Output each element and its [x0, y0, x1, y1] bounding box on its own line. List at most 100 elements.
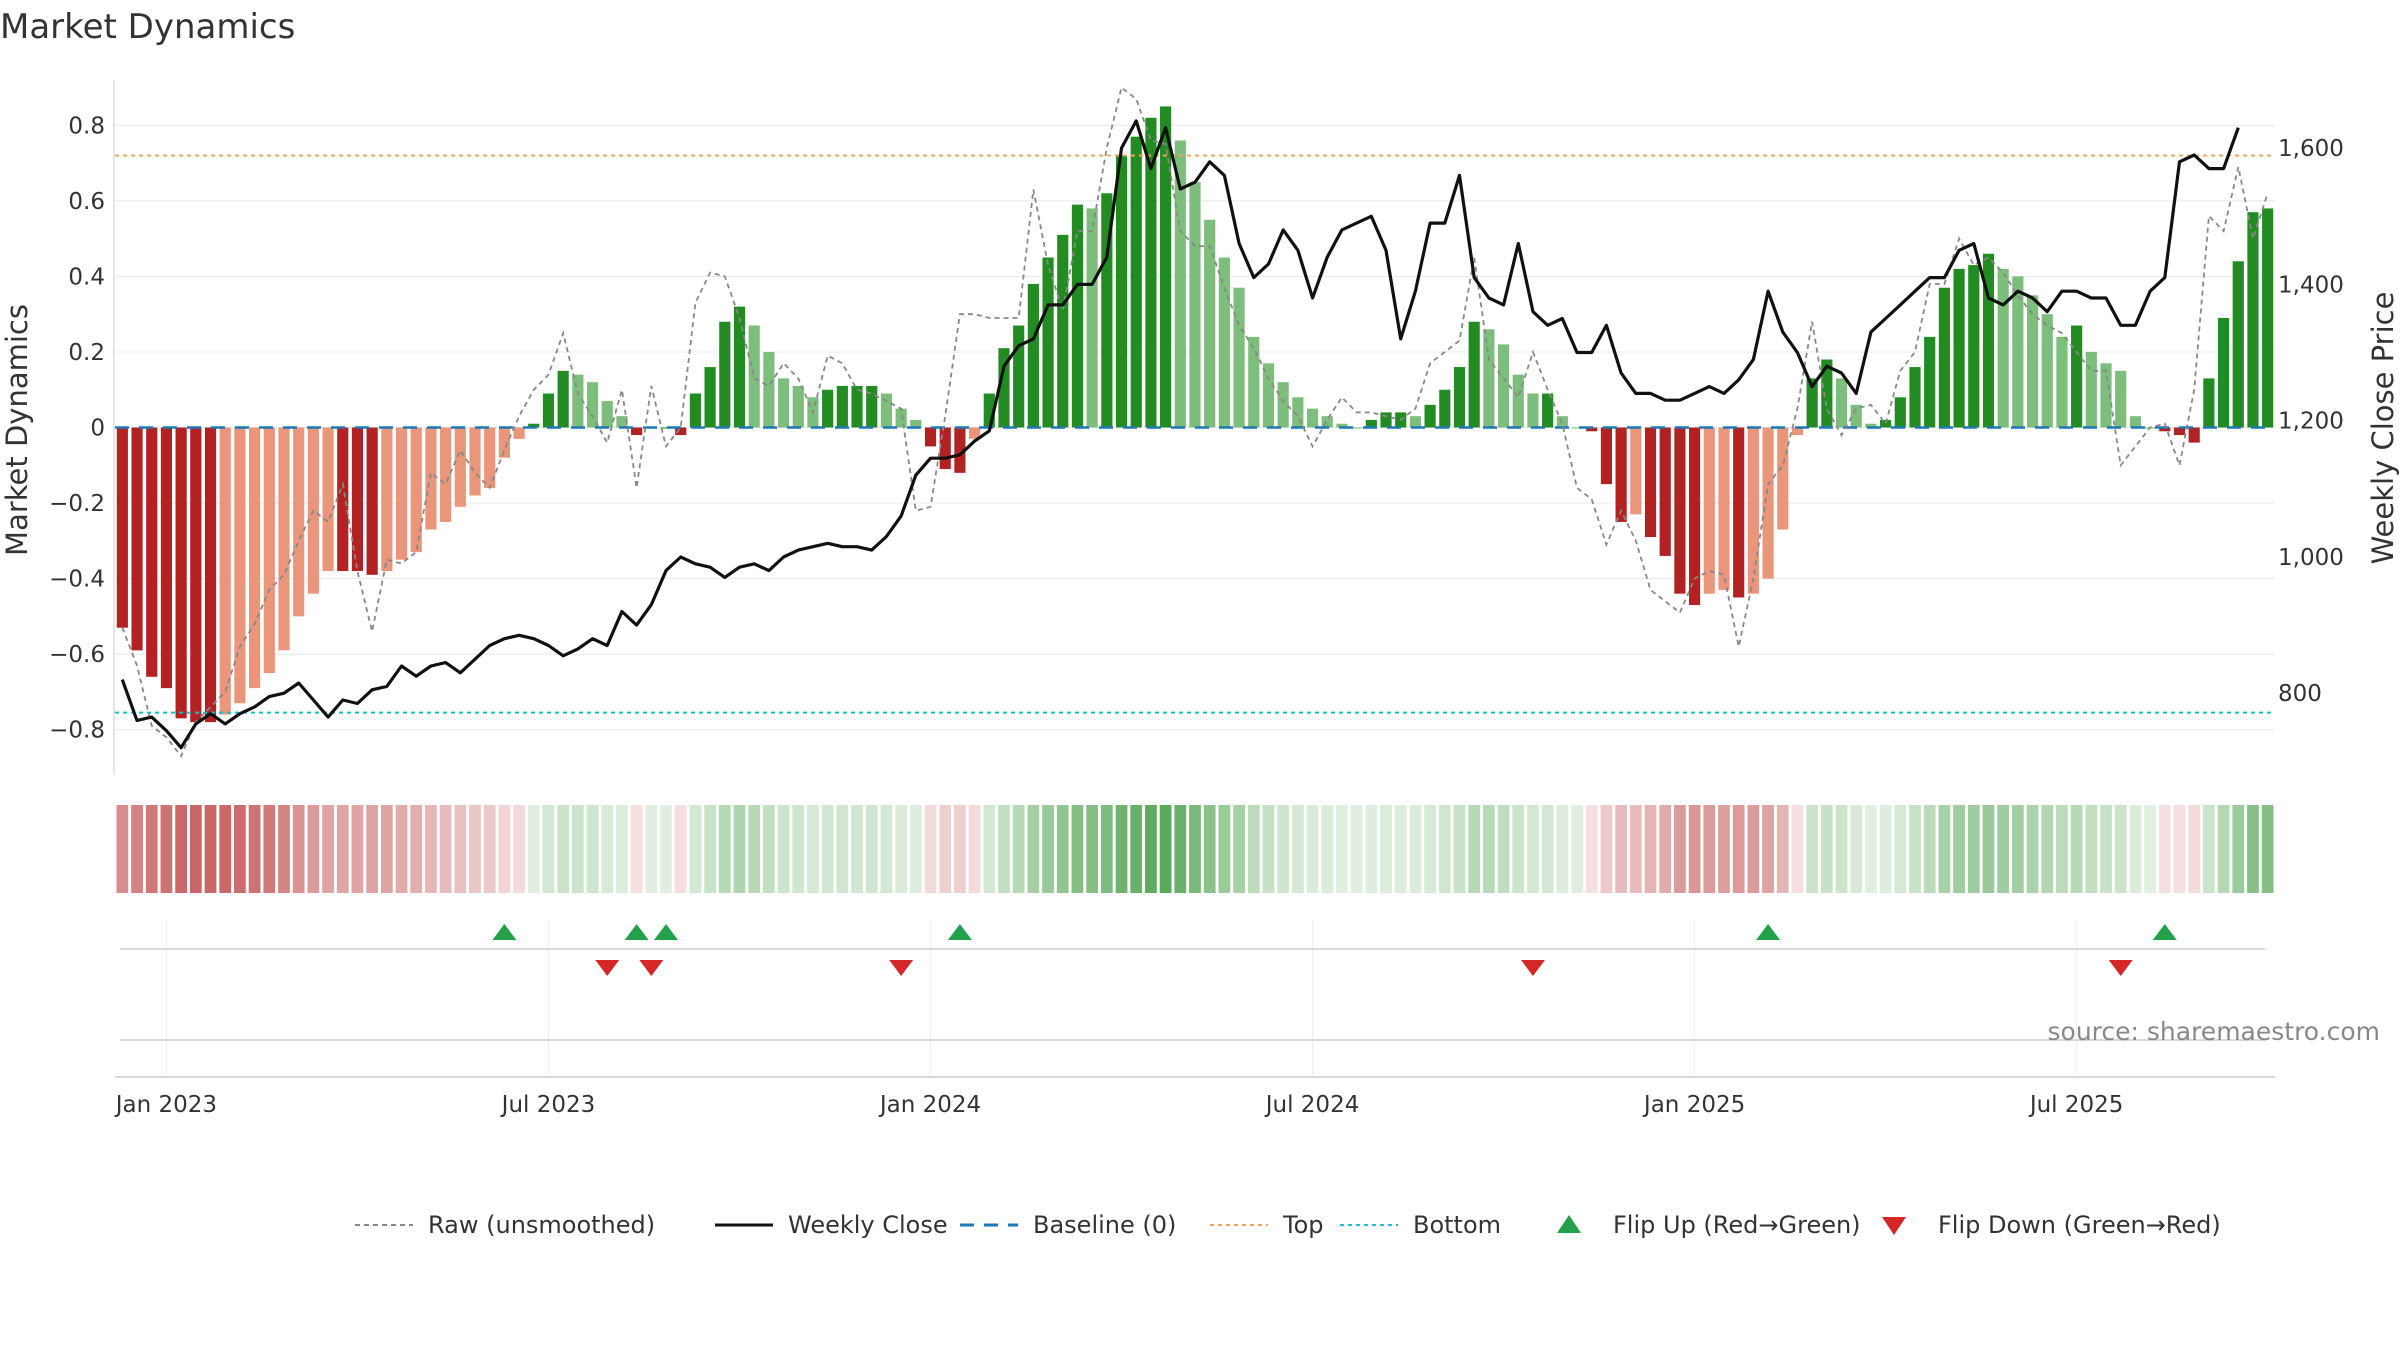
y-tick-label: 0.8	[68, 113, 105, 139]
weekly-close-line	[120, 119, 2240, 750]
bar	[880, 393, 893, 428]
y-tick-label: −0.8	[49, 718, 105, 744]
x-tick-label: Jan 2024	[878, 1092, 981, 1118]
bar	[1850, 404, 1862, 428]
bar	[1013, 325, 1025, 428]
y-tick-label: 0	[90, 416, 105, 442]
regime-cell	[1336, 805, 1348, 893]
legend-label: Flip Up (Red→Green)	[1613, 1211, 1861, 1239]
regime-cell	[1527, 805, 1539, 893]
regime-cell	[189, 805, 202, 893]
source-note: source: sharemaestro.com	[2048, 1017, 2381, 1046]
y-tick-label: −0.4	[49, 567, 105, 593]
regime-cell	[1306, 805, 1319, 893]
bar	[469, 427, 481, 496]
y2-tick-label: 800	[2278, 681, 2322, 707]
legend-label: Flip Down (Green→Red)	[1938, 1211, 2221, 1239]
bar	[586, 382, 599, 428]
flip-up-marker	[654, 924, 679, 940]
regime-cell	[880, 805, 893, 893]
regime-cell	[1468, 805, 1481, 893]
regime-cell	[1056, 805, 1069, 893]
regime-cell	[1967, 805, 1980, 893]
x-tick-label: Jul 2024	[1264, 1092, 1360, 1118]
bar	[1689, 427, 1701, 606]
bar	[1909, 367, 1921, 428]
regime-cell	[674, 805, 687, 893]
regime-cell	[807, 805, 819, 893]
regime-cell	[1365, 805, 1378, 893]
legend-swatch	[1882, 1217, 1906, 1235]
x-tick-label: Jul 2023	[500, 1092, 596, 1118]
regime-cell	[2056, 805, 2068, 893]
bar	[2100, 363, 2112, 428]
regime-cell	[924, 805, 937, 893]
bar	[219, 427, 231, 715]
regime-cell	[1776, 805, 1789, 893]
bar	[1409, 416, 1421, 428]
flip-up-marker	[492, 924, 517, 940]
regime-cell	[1174, 805, 1187, 893]
bar	[1733, 427, 1745, 598]
bar	[1130, 136, 1142, 428]
x-tick-label: Jan 2023	[114, 1092, 217, 1118]
regime-cell	[2232, 805, 2245, 893]
regime-cell	[704, 805, 716, 893]
regime-cell	[1247, 805, 1260, 893]
regime-cell	[909, 805, 922, 893]
bar	[1174, 140, 1186, 428]
regime-cell	[1483, 805, 1495, 893]
regime-cell	[454, 805, 467, 893]
regime-strip	[116, 805, 2274, 893]
bar	[1160, 106, 1172, 428]
bar	[366, 427, 378, 575]
y-tick-label: 0.2	[68, 340, 105, 366]
bar	[572, 374, 584, 428]
regime-cell	[1747, 805, 1760, 893]
regime-cell	[777, 805, 790, 893]
regime-cell	[586, 805, 599, 893]
bar	[704, 367, 716, 428]
regime-cell	[1453, 805, 1466, 893]
regime-cell	[175, 805, 187, 893]
bar	[190, 427, 202, 723]
bar	[1204, 219, 1216, 428]
regime-cell	[2085, 805, 2098, 893]
regime-cell	[1615, 805, 1627, 893]
bar	[1277, 382, 1289, 428]
flip-panel	[120, 920, 2265, 1075]
legend-item: Top	[1210, 1211, 1324, 1239]
bar	[763, 351, 775, 428]
bar	[1424, 404, 1436, 428]
bar	[454, 427, 466, 507]
bar	[249, 427, 261, 689]
bar	[1512, 374, 1524, 428]
bar	[2173, 427, 2186, 436]
regime-cell	[792, 805, 805, 893]
bar	[1674, 427, 1686, 594]
regime-cell	[821, 805, 834, 893]
regime-cell	[1953, 805, 1965, 893]
bar	[1453, 367, 1466, 428]
regime-cell	[733, 805, 746, 893]
bar	[1659, 427, 1671, 556]
regime-cell	[263, 805, 276, 893]
flip-up-marker	[2152, 924, 2177, 940]
bar	[1027, 283, 1039, 428]
regime-cell	[1145, 805, 1157, 893]
bar	[175, 427, 187, 719]
bar	[1997, 268, 2009, 428]
bar	[1218, 257, 1230, 428]
regime-cell	[513, 805, 525, 893]
regime-cell	[1659, 805, 1672, 893]
bar	[733, 306, 746, 428]
bar	[557, 370, 569, 428]
bar	[792, 385, 804, 428]
bar	[2115, 370, 2127, 428]
regime-cell	[395, 805, 408, 893]
regime-cell	[1321, 805, 1334, 893]
regime-cell	[2129, 805, 2142, 893]
bar	[1115, 155, 1128, 428]
bar	[969, 427, 981, 439]
regime-cell	[1233, 805, 1245, 893]
